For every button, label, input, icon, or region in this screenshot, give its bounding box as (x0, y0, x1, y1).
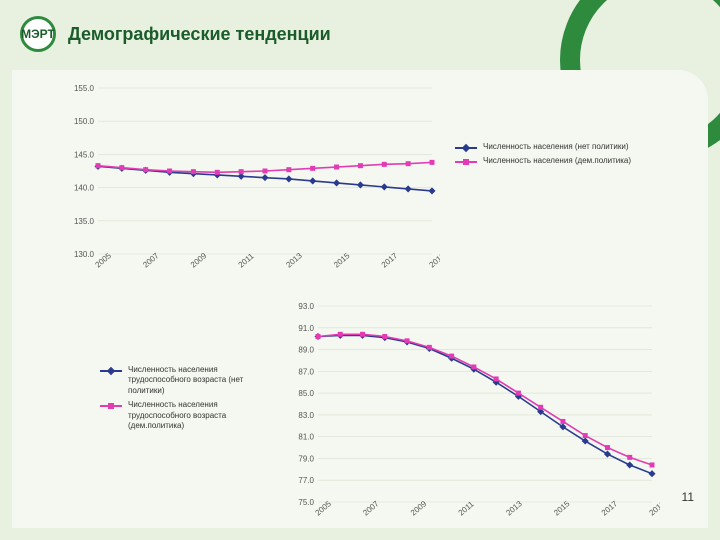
svg-text:85.0: 85.0 (298, 389, 314, 398)
legend-label: Численность населения (нет политики) (483, 142, 629, 152)
svg-text:2013: 2013 (284, 251, 304, 270)
svg-text:77.0: 77.0 (298, 476, 314, 485)
legend-swatch-square (455, 158, 477, 166)
logo-text: МЭРТ (21, 27, 55, 41)
svg-text:150.0: 150.0 (74, 117, 95, 126)
legend-label: Численность населения (дем.политика) (483, 156, 631, 166)
svg-text:2009: 2009 (409, 499, 429, 518)
workingage-chart-legend: Численность населения трудоспособного во… (100, 365, 280, 435)
logo-badge: МЭРТ (20, 16, 56, 52)
legend-swatch-diamond (455, 144, 477, 152)
svg-text:93.0: 93.0 (298, 302, 314, 311)
svg-text:2005: 2005 (94, 251, 114, 270)
svg-text:155.0: 155.0 (74, 84, 95, 93)
svg-text:130.0: 130.0 (74, 250, 95, 259)
svg-text:2019: 2019 (428, 251, 440, 270)
svg-text:145.0: 145.0 (74, 150, 95, 159)
svg-text:2015: 2015 (332, 251, 352, 270)
legend-swatch-square (100, 402, 122, 410)
svg-text:83.0: 83.0 (298, 411, 314, 420)
svg-text:2007: 2007 (361, 499, 381, 518)
svg-text:140.0: 140.0 (74, 184, 95, 193)
svg-text:2017: 2017 (600, 499, 620, 518)
page-number: 11 (682, 490, 694, 504)
population-chart-legend: Численность населения (нет политики) Чис… (455, 142, 635, 171)
header: МЭРТ Демографические тенденции (20, 16, 700, 52)
legend-label: Численность населения трудоспособного во… (128, 365, 280, 396)
svg-text:87.0: 87.0 (298, 367, 314, 376)
workingage-chart: 75.0 77.0 79.0 81.0 83.0 85.0 87.0 89.0 91.0 93.0… (280, 300, 660, 530)
svg-text:2005: 2005 (314, 499, 334, 518)
svg-text:2013: 2013 (504, 499, 524, 518)
svg-text:2017: 2017 (380, 251, 400, 270)
legend-label: Численность населения трудоспособного во… (128, 400, 280, 431)
population-chart: 130.0 135.0 140.0 145.0 150.0 155.0 2005 2007 20… (60, 82, 440, 282)
svg-text:2019: 2019 (648, 499, 660, 518)
legend-swatch-diamond (100, 367, 122, 375)
svg-text:2007: 2007 (141, 251, 161, 270)
svg-text:91.0: 91.0 (298, 324, 314, 333)
svg-text:79.0: 79.0 (298, 454, 314, 463)
page-title: Демографические тенденции (68, 24, 331, 45)
svg-text:135.0: 135.0 (74, 217, 95, 226)
svg-text:2009: 2009 (189, 251, 209, 270)
svg-text:81.0: 81.0 (298, 433, 314, 442)
svg-text:75.0: 75.0 (298, 498, 314, 507)
svg-text:89.0: 89.0 (298, 346, 314, 355)
svg-text:2015: 2015 (552, 499, 572, 518)
